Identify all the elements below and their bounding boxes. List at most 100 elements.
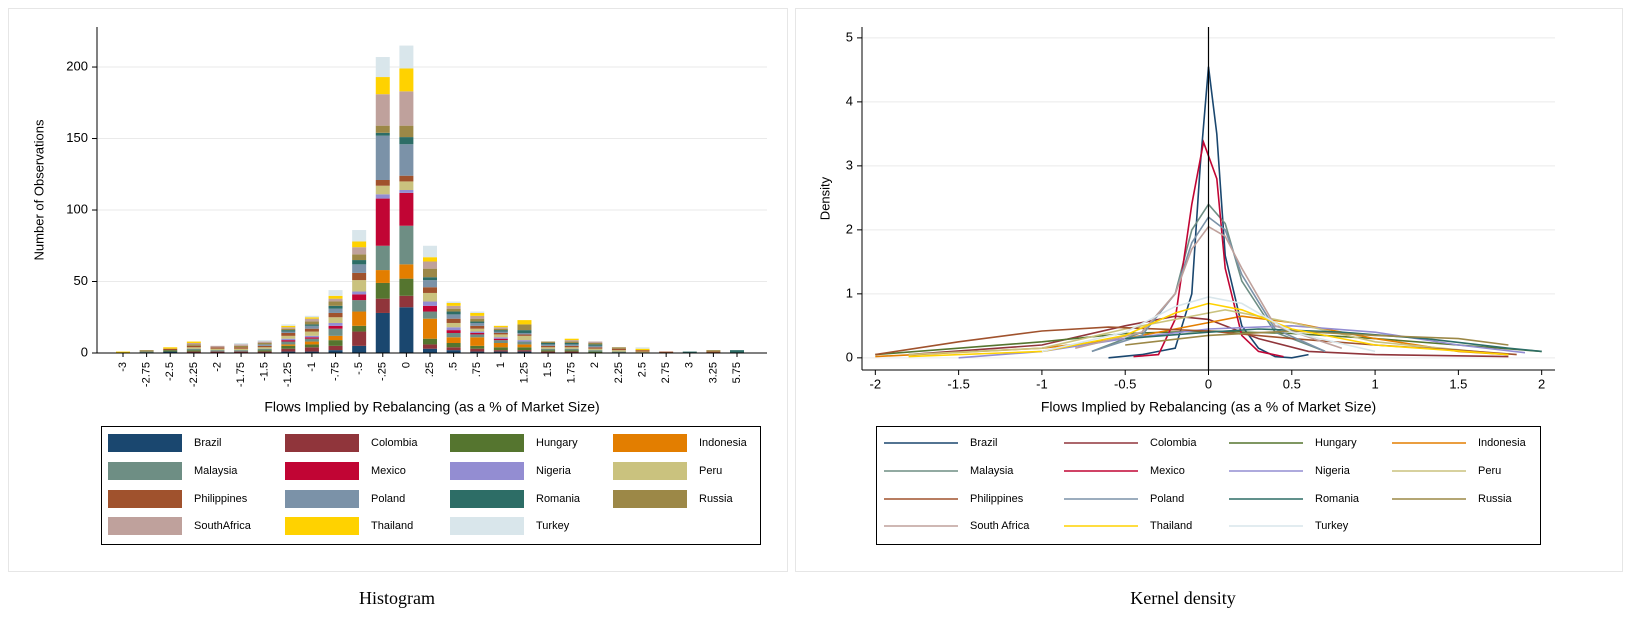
- bar-segment: [446, 311, 461, 315]
- bar-segment: [163, 350, 178, 352]
- bar-segment: [234, 344, 249, 346]
- density-line: [1108, 66, 1309, 359]
- bar-segment: [257, 348, 272, 351]
- bar-segment: [470, 318, 485, 322]
- bar-segment: [446, 305, 461, 309]
- bar-segment: [446, 318, 461, 323]
- bar-segment: [375, 94, 390, 126]
- bar-segment: [281, 345, 296, 349]
- bar-segment: [399, 192, 414, 226]
- bar-segment: [493, 351, 508, 353]
- bar-segment: [304, 325, 319, 329]
- bar-segment: [304, 347, 319, 352]
- bar-segment: [234, 348, 249, 351]
- bar-segment: [423, 301, 437, 306]
- bar-segment: [375, 198, 390, 246]
- legend-label: Malaysia: [970, 465, 1014, 477]
- bar-segment: [588, 351, 603, 353]
- bar-segment: [470, 325, 485, 329]
- bar-segment: [163, 351, 178, 353]
- x-tick-label: 1: [495, 362, 507, 368]
- bar-segment: [493, 334, 508, 338]
- bar-segment: [493, 325, 508, 328]
- x-tick-label: 2: [1538, 376, 1545, 391]
- bar-segment: [328, 325, 343, 329]
- bar-segment: [116, 351, 130, 353]
- bar-segment: [186, 342, 201, 345]
- bar-segment: [446, 342, 461, 348]
- bar-segment: [281, 344, 296, 346]
- bar-segment: [706, 351, 721, 353]
- bar-segment: [375, 57, 390, 78]
- legend-label: Peru: [1478, 465, 1501, 477]
- bar-segment: [423, 245, 437, 258]
- bar-segment: [328, 295, 343, 299]
- legend-label: Peru: [699, 465, 722, 477]
- caption: Kernel density: [1130, 588, 1235, 608]
- bar-segment: [210, 348, 225, 351]
- bar-segment: [186, 345, 201, 348]
- bar-segment: [257, 342, 272, 345]
- legend-label: Poland: [371, 493, 405, 505]
- bar-segment: [588, 344, 603, 346]
- bar-segment: [257, 351, 272, 353]
- bar-segment: [234, 347, 249, 349]
- bar-segment: [328, 298, 343, 302]
- bar-segment: [375, 179, 390, 186]
- bar-segment: [517, 340, 532, 342]
- x-axis-label: Flows Implied by Rebalancing (as a % of …: [264, 399, 599, 415]
- bar-segment: [470, 332, 485, 335]
- bar-segment: [399, 137, 414, 145]
- bar-segment: [423, 344, 437, 349]
- x-tick-label: .75: [471, 362, 483, 377]
- y-tick-label: 2: [846, 221, 853, 236]
- bar-segment: [446, 314, 461, 319]
- bar-segment: [399, 68, 414, 92]
- bar-segment: [304, 331, 319, 336]
- bar-segment: [706, 350, 721, 352]
- bar-segment: [517, 351, 532, 353]
- bar-segment: [352, 264, 367, 273]
- x-tick-label: -3: [117, 362, 129, 372]
- x-tick-label: 1.75: [566, 362, 578, 383]
- bar-segment: [328, 322, 343, 326]
- bar-segment: [281, 341, 296, 345]
- density-line: [1125, 330, 1509, 346]
- bar-segment: [493, 347, 508, 351]
- x-tick-label: -2: [870, 376, 882, 391]
- bar-segment: [352, 260, 367, 265]
- bar-segment: [304, 335, 319, 338]
- bar-segment: [564, 347, 579, 349]
- bar-segment: [423, 311, 437, 319]
- bar-segment: [328, 312, 343, 318]
- x-tick-label: 2.25: [613, 362, 625, 383]
- bar-segment: [446, 327, 461, 331]
- legend-swatch: [613, 490, 687, 508]
- x-tick-label: 2: [589, 362, 601, 368]
- bar-segment: [281, 328, 296, 331]
- x-tick-label: -2.75: [141, 362, 153, 387]
- bar-segment: [163, 348, 178, 351]
- bar-segment: [564, 351, 579, 353]
- bar-segment: [186, 347, 201, 349]
- bar-segment: [257, 341, 272, 343]
- bar-segment: [186, 341, 201, 343]
- legend-label: Indonesia: [699, 437, 748, 449]
- bar-segment: [399, 144, 414, 176]
- legend-swatch: [285, 434, 359, 452]
- density-line: [1133, 139, 1284, 358]
- y-tick-label: 1: [846, 285, 853, 300]
- bar-segment: [541, 347, 556, 349]
- bar-segment: [517, 332, 532, 335]
- bar-segment: [304, 337, 319, 339]
- bar-segment: [588, 342, 603, 345]
- bar-segment: [517, 347, 532, 351]
- bar-segment: [423, 261, 437, 269]
- bar-segment: [446, 337, 461, 343]
- bar-segment: [470, 312, 485, 316]
- bar-segment: [541, 350, 556, 352]
- legend-label: South Africa: [970, 520, 1030, 532]
- bar-segment: [588, 348, 603, 351]
- bar-segment: [304, 341, 319, 345]
